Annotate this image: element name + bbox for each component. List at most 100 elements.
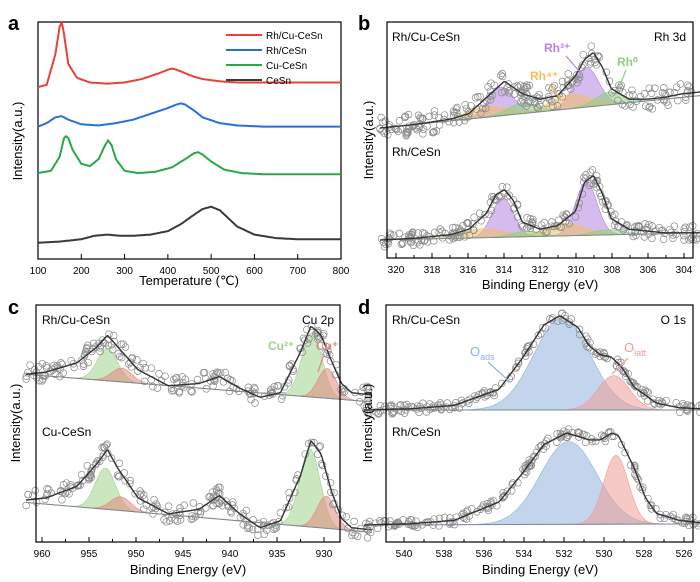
panel-b-data-point [565, 219, 573, 228]
panel-d-data-point [397, 407, 406, 416]
panel-b-data-point [672, 230, 680, 238]
panel-d-data-point [463, 397, 472, 405]
panel-c-data-point [223, 500, 232, 509]
panel-b-data-point [471, 94, 480, 102]
panel-b-data-point [416, 113, 424, 122]
panel-c-data-point [181, 375, 190, 384]
panel-b-data-point [573, 71, 581, 79]
panel-b-data-point [498, 72, 507, 81]
panel-c-data-point [161, 508, 169, 517]
panel-b-data-point [549, 102, 557, 110]
panel-c-data-point [353, 532, 362, 541]
panel-b-data-point [562, 210, 571, 218]
panel-d-sample-top: Rh/Cu-CeSn [392, 313, 460, 327]
panel-c-data-point [265, 391, 273, 399]
panel-b-data-point [463, 219, 471, 227]
panel-b-data-point [513, 213, 522, 221]
panel-c-data-point [338, 388, 347, 396]
panel-c-data-point [45, 485, 53, 494]
panel-d-data-point [481, 393, 489, 401]
panel-b-data-point [628, 86, 636, 94]
panel-c-data-point [270, 382, 279, 391]
panel-b-data-point [526, 215, 535, 223]
panel-b-data-point [579, 50, 588, 59]
panel-c-data-point [114, 472, 123, 481]
panel-c-sample-top: Rh/Cu-CeSn [42, 313, 110, 327]
panel-d-data-point [680, 401, 688, 410]
panel-c-data-point [254, 531, 262, 539]
panel-b-data-point [683, 81, 692, 89]
panel-a-tick-label-300: 300 [116, 266, 133, 277]
panel-b-data-point [385, 229, 394, 237]
panel-d-envelope-rh-cu-cesn [364, 315, 700, 411]
panel-c-data-point [260, 530, 268, 539]
panel-c-data-point [194, 507, 202, 516]
panel-b-data-point [670, 89, 679, 97]
panel-b-data-point [645, 103, 653, 112]
panel-b-data-point [580, 173, 588, 182]
panel-b-tick-label-310: 310 [568, 265, 585, 276]
panel-b-data-point [629, 103, 637, 111]
panel-c-data-point [314, 328, 322, 336]
panel-c-envelope-cu-cesn [25, 440, 373, 531]
panel-b-data-point [639, 228, 648, 236]
panel-b-data-point [529, 215, 537, 224]
panel-c-data-point [165, 516, 174, 525]
panel-c-data-point [58, 495, 66, 504]
panel-b-data-point [542, 99, 551, 108]
panel-c-data-point [77, 470, 86, 479]
panel-d-data-point [490, 391, 498, 400]
panel-b-tick-label-306: 306 [640, 265, 657, 276]
panel-b-data-point [648, 222, 656, 230]
panel-d-data-point [553, 438, 561, 446]
panel-b-data-point [406, 237, 415, 245]
panel-c-background-1 [25, 501, 373, 533]
panel-b-data-point [395, 229, 403, 238]
panel-b-data-point [430, 228, 439, 237]
panel-b-data-point [405, 122, 414, 130]
panel-c-data-point [307, 322, 316, 331]
panel-d-tick-label-528: 528 [636, 549, 653, 560]
panel-c-data-point [225, 387, 234, 396]
panel-d-data-point [463, 506, 472, 515]
panel-d-data-point [658, 398, 666, 406]
panel-d-data-point [557, 431, 566, 439]
panel-c-data-point [218, 501, 226, 510]
series-line-rh-cesn [37, 102, 341, 128]
panel-a-x-ticks: 100 200 300 400 500 600 700 800 [30, 254, 350, 277]
arrow-rh4plus [548, 83, 561, 99]
panel-b-data-point [566, 85, 575, 93]
panel-b-background-1 [379, 232, 700, 241]
panel-d-data-point [534, 331, 543, 340]
panel-b-data-point [645, 84, 654, 92]
panel-a-legend: Rh/Cu-CeSn Rh/CeSn Cu-CeSn CeSn [226, 31, 323, 87]
panel-c-data-point [363, 384, 372, 392]
panel-b-data-point [449, 223, 457, 232]
panel-c-data-point [22, 372, 31, 381]
panel-d-data-point [488, 501, 496, 509]
panel-a-series [37, 20, 341, 244]
panel-b-data-point [626, 100, 634, 109]
panel-d-data-point [532, 448, 541, 457]
arrow-cu1plus [317, 353, 325, 373]
panel-c-data-point [216, 483, 224, 492]
label-o-ads-main: O [470, 344, 480, 359]
panel-d: d 540 538 536 534 532 530 528 526 Rh/Cu-CeSn O … [358, 297, 700, 577]
panel-c-data-point [115, 459, 124, 468]
panel-c-data-point [152, 504, 160, 513]
panel-b-tick-label-308: 308 [604, 265, 621, 276]
panel-b-data-point [482, 104, 490, 113]
panel-c-background-0 [25, 373, 373, 403]
panel-d-data-point [409, 522, 417, 530]
panel-d-data-point [410, 522, 419, 530]
panel-d-x-ticks: 540 538 536 534 532 530 528 526 [396, 537, 693, 560]
panel-b-data-point [438, 234, 447, 242]
panel-b-data-point [549, 84, 557, 92]
panel-d-tick-label-538: 538 [436, 549, 453, 560]
panel-b-data-point [501, 87, 509, 96]
panel-c-data-point [131, 489, 139, 498]
panel-c-data-point [160, 516, 168, 524]
panel-b-data-point [523, 214, 531, 222]
panel-d-data-point [660, 514, 669, 522]
panel-d-data-point [649, 395, 657, 403]
